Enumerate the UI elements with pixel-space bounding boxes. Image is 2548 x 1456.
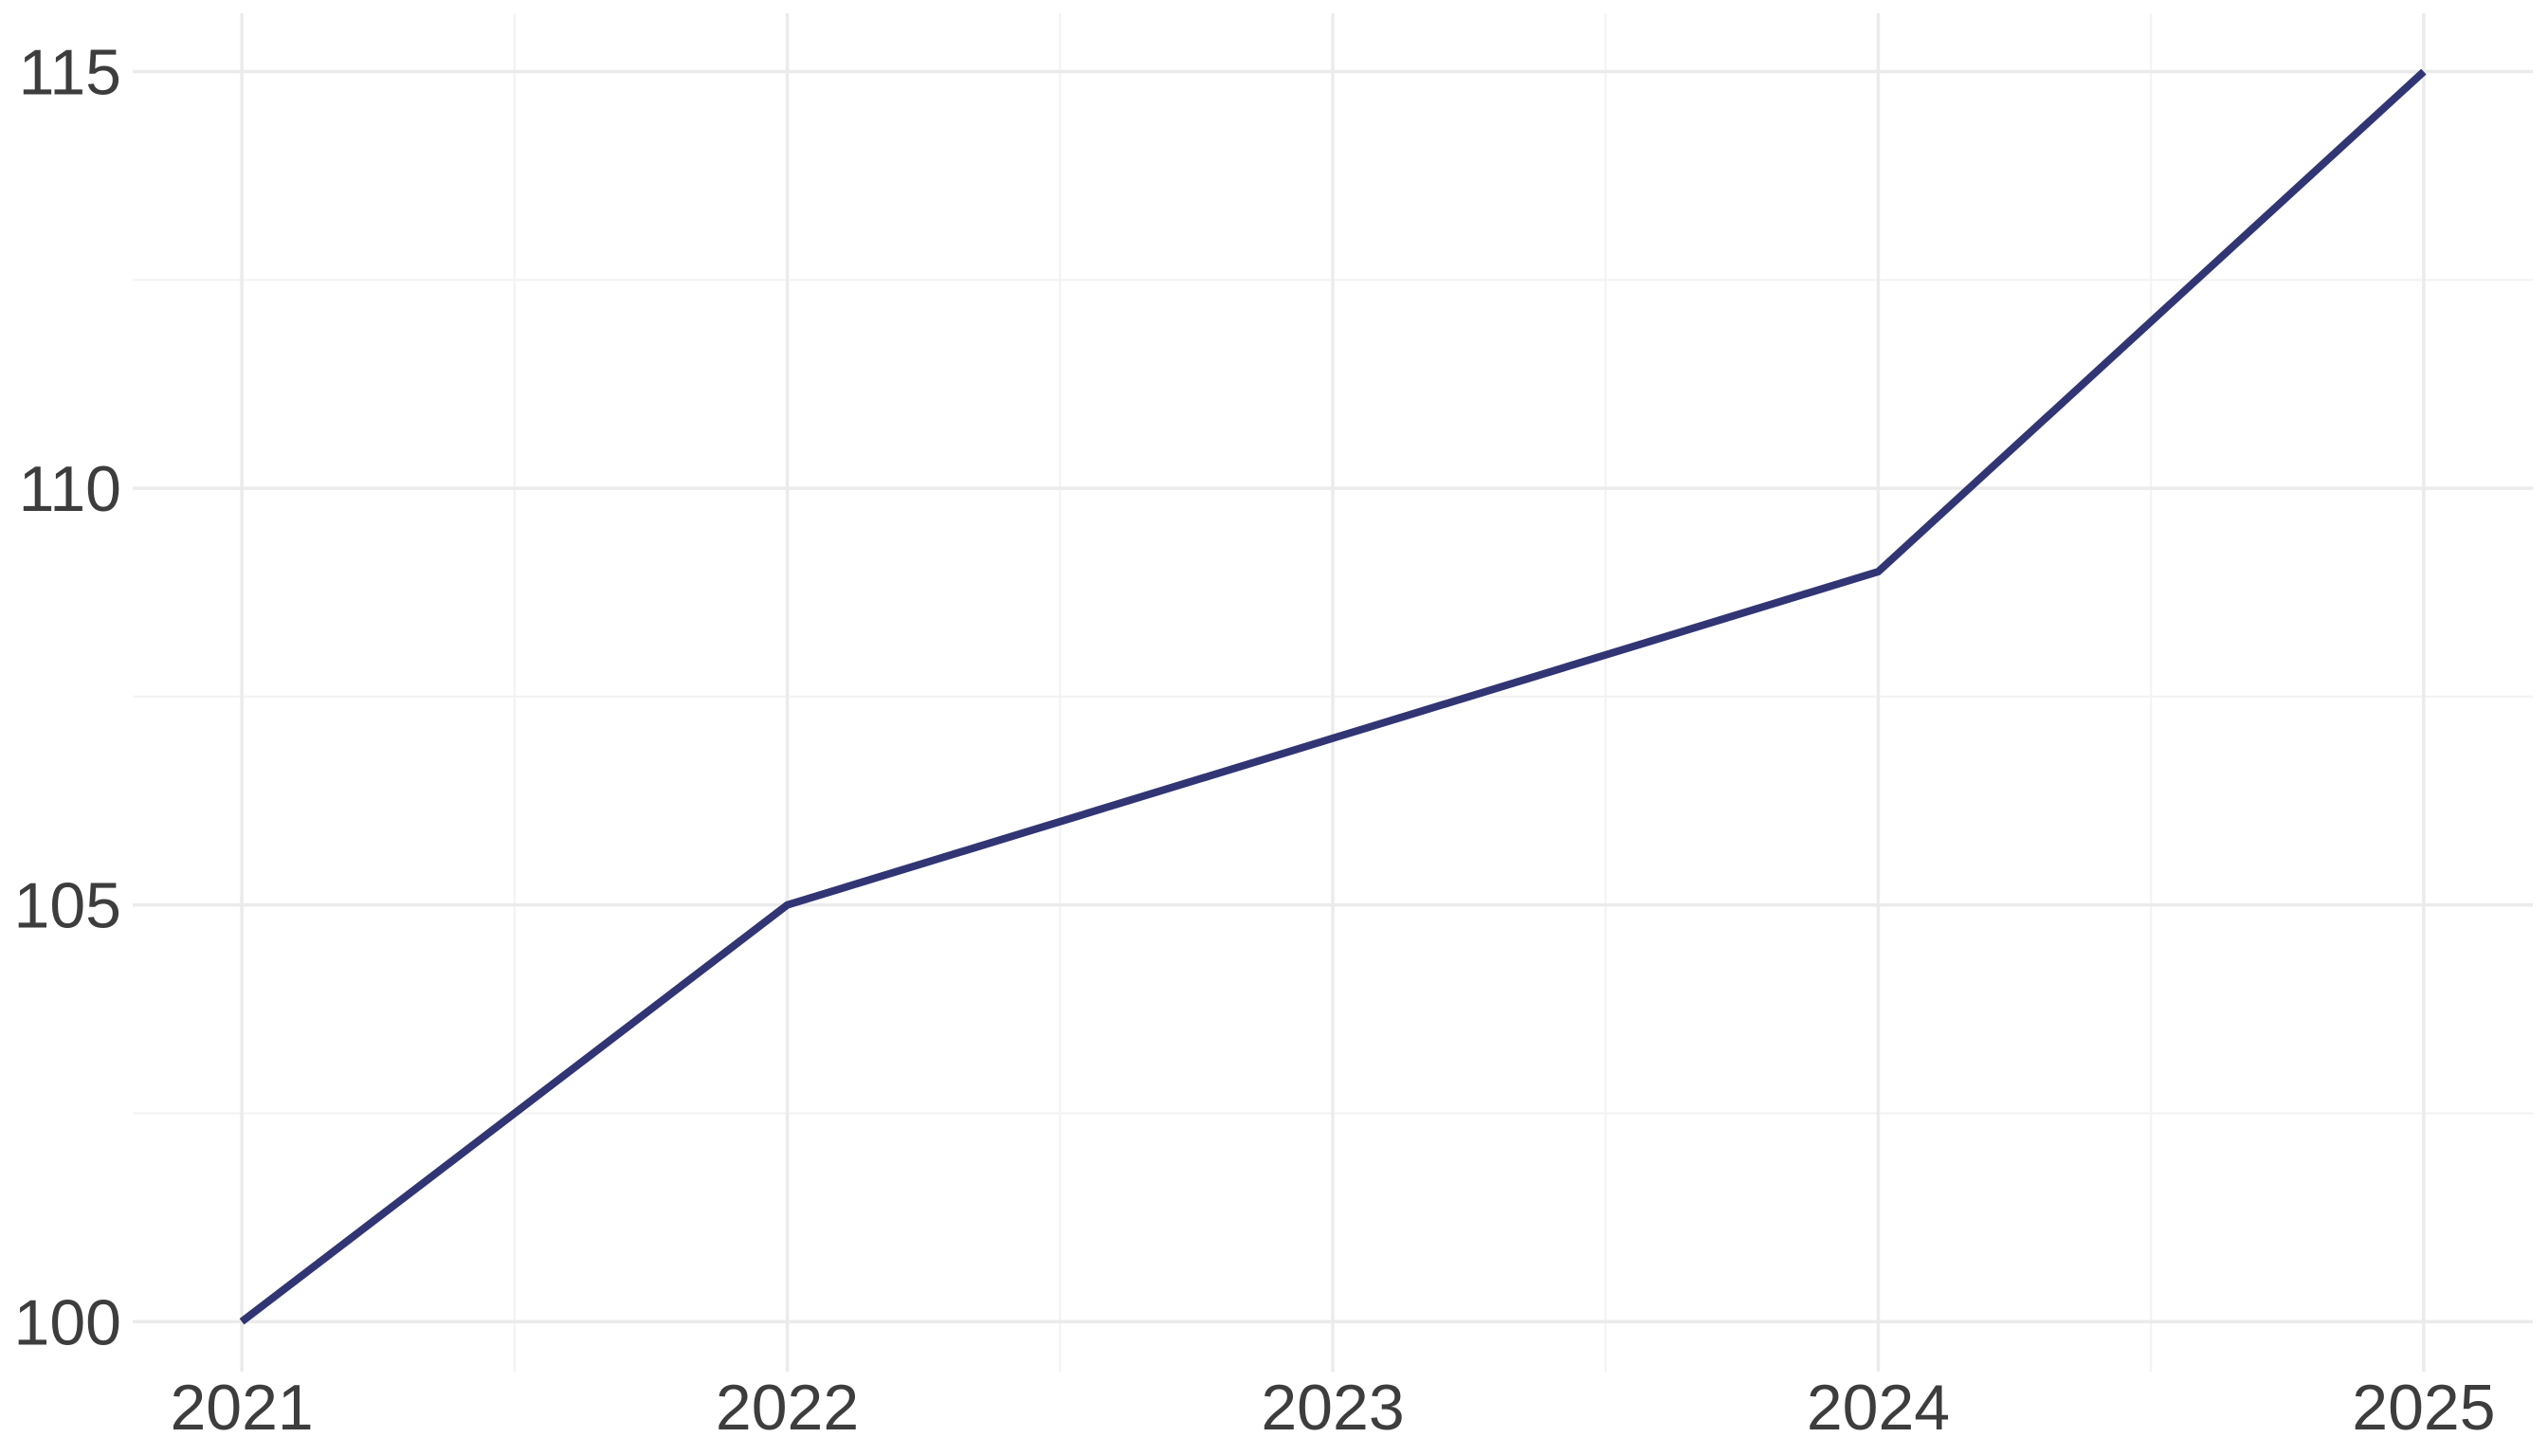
y-tick-label: 115: [19, 37, 121, 109]
y-axis-tick-labels: 100 105 110 115: [14, 37, 121, 1359]
series-lines: [239, 68, 2427, 1325]
y-tick-label: 100: [14, 1286, 121, 1358]
x-axis-tick-labels: 2021 2022 2023 2024 2025: [170, 1372, 2495, 1444]
x-tick-label: 2023: [1261, 1372, 1404, 1444]
x-tick-label: 2024: [1807, 1372, 1950, 1444]
major-gridlines: [133, 13, 2533, 1372]
series-line: [239, 68, 2427, 1325]
y-tick-label: 105: [14, 870, 121, 942]
x-tick-label: 2025: [2352, 1372, 2495, 1444]
x-tick-label: 2022: [716, 1372, 859, 1444]
x-tick-label: 2021: [170, 1372, 313, 1444]
y-tick-label: 110: [19, 453, 121, 525]
